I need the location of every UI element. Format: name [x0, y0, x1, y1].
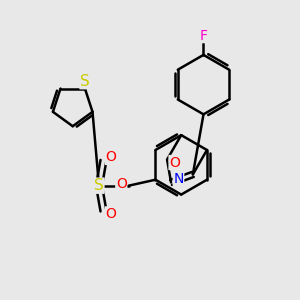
- Text: O: O: [116, 177, 127, 191]
- Text: S: S: [94, 178, 104, 193]
- Text: O: O: [105, 207, 116, 221]
- Text: O: O: [105, 150, 116, 164]
- Text: N: N: [173, 172, 184, 187]
- Text: S: S: [80, 74, 90, 89]
- Text: O: O: [169, 156, 180, 170]
- Text: F: F: [200, 28, 208, 43]
